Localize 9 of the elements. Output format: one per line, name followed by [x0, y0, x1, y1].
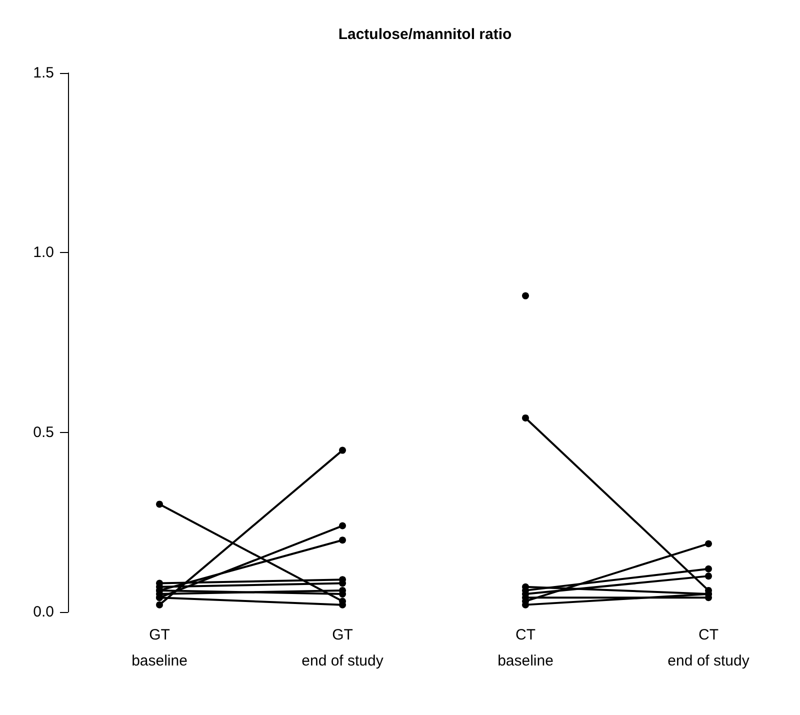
- x-tick-label: GT baseline: [132, 626, 188, 670]
- x-tick-label: CT baseline: [498, 626, 554, 670]
- y-tick-label: 0.5: [33, 424, 54, 441]
- chart-title: Lactulose/mannitol ratio: [338, 26, 512, 43]
- x-tick-label: CT end of study: [668, 626, 750, 670]
- y-tick-label: 1.5: [33, 64, 54, 82]
- y-tick-label: 1.0: [33, 244, 54, 262]
- y-tick-label: 0.0: [33, 604, 54, 620]
- x-tick-label: GT end of study: [302, 626, 384, 670]
